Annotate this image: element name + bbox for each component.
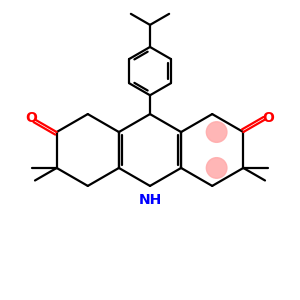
Text: NH: NH xyxy=(138,193,162,207)
Text: O: O xyxy=(262,111,274,125)
Circle shape xyxy=(206,158,227,178)
Circle shape xyxy=(206,122,227,142)
Text: O: O xyxy=(26,111,38,125)
